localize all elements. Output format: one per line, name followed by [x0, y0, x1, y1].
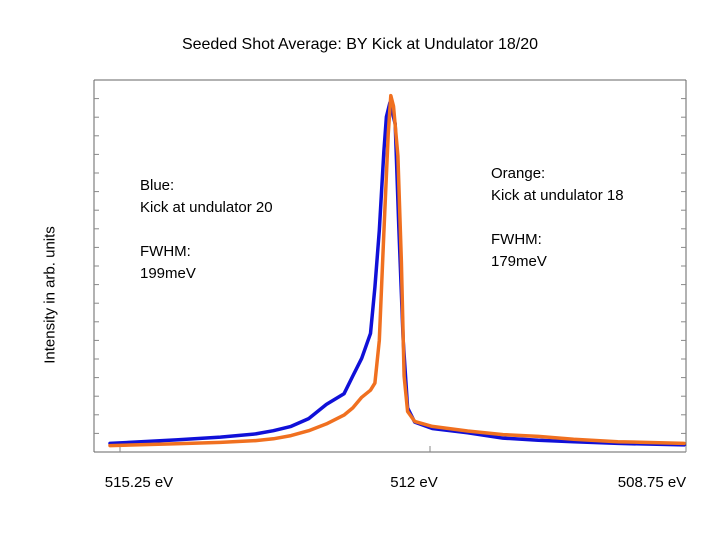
series-line-orange: [108, 93, 686, 448]
blue-note-line: 199meV: [140, 265, 196, 282]
blue-note-line: Blue:: [140, 177, 175, 194]
orange-note-line: [491, 207, 624, 229]
orange-annotation: Orange: Kick at undulator 18 FWHM: 179me…: [491, 163, 624, 273]
blue-note-line: FWHM:: [140, 243, 191, 260]
orange-note-line: FWHM:: [491, 231, 542, 248]
chart-title: Seeded Shot Average: BY Kick at Undulato…: [181, 36, 539, 53]
x-tick-label: 512 eV: [390, 474, 438, 491]
blue-annotation: Blue: Kick at undulator 20 FWHM: 199meV: [140, 175, 273, 285]
orange-note-line: 179meV: [491, 253, 547, 270]
series-layer: [108, 93, 686, 448]
orange-note-line: Orange:: [491, 165, 546, 182]
blue-note-line: Kick at undulator 20: [140, 199, 273, 216]
orange-note-line: Kick at undulator 18: [491, 187, 624, 204]
x-tick-label: 515.25 eV: [104, 474, 174, 491]
blue-note-line: [140, 219, 273, 241]
series-line-blue: [108, 100, 686, 447]
tick-marks: [94, 98, 687, 452]
x-tick-label: 508.75 eV: [617, 474, 687, 491]
